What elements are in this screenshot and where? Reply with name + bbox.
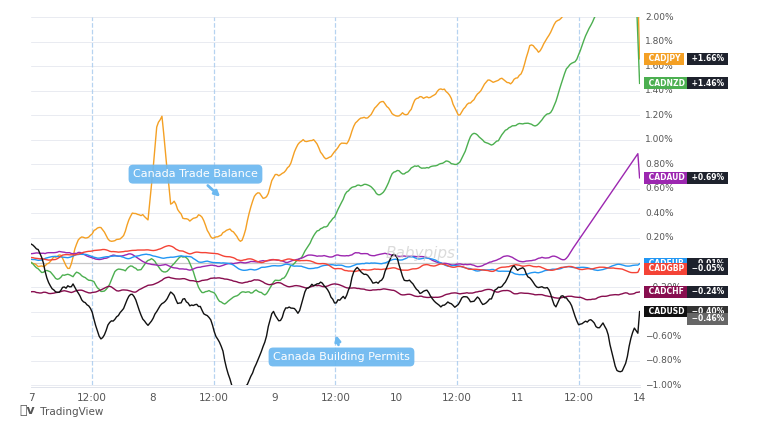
Text: 0.20%: 0.20% [645, 233, 674, 243]
Text: +1.66%: +1.66% [689, 54, 726, 63]
Text: −0.20%: −0.20% [645, 282, 681, 291]
Text: CADGBP: CADGBP [646, 264, 686, 273]
Text: TradingView: TradingView [37, 407, 104, 417]
Text: Canada Building Permits: Canada Building Permits [273, 338, 410, 362]
Text: 2.00%: 2.00% [645, 12, 674, 22]
Text: CADJPY: CADJPY [646, 54, 683, 63]
Text: 1.80%: 1.80% [645, 37, 674, 46]
Text: 1.20%: 1.20% [645, 111, 674, 120]
Text: Babypips: Babypips [385, 247, 456, 262]
Text: 1.00%: 1.00% [645, 135, 674, 144]
Text: CADUSD: CADUSD [646, 307, 687, 316]
Text: +1.46%: +1.46% [689, 79, 726, 88]
Text: −0.24%: −0.24% [689, 288, 727, 297]
Text: −0.40%: −0.40% [689, 307, 727, 316]
Text: 0.40%: 0.40% [645, 209, 674, 218]
Text: +0.69%: +0.69% [689, 173, 726, 182]
Text: CADAUD: CADAUD [646, 173, 687, 182]
Text: CADEUR: CADEUR [646, 259, 686, 268]
Text: 𝗍𝘃: 𝗍𝘃 [20, 404, 35, 417]
Text: 1.40%: 1.40% [645, 86, 674, 95]
Text: −0.40%: −0.40% [645, 307, 681, 316]
Text: −0.80%: −0.80% [645, 356, 681, 365]
Text: −1.00%: −1.00% [645, 380, 681, 390]
Text: 0.00%: 0.00% [645, 258, 674, 267]
Text: CADNZD: CADNZD [646, 79, 687, 88]
Text: −0.60%: −0.60% [645, 332, 681, 341]
Text: 0.60%: 0.60% [645, 184, 674, 193]
Text: Canada Trade Balance: Canada Trade Balance [133, 169, 258, 195]
Text: −0.01%: −0.01% [689, 259, 727, 268]
Text: −0.05%: −0.05% [689, 264, 726, 273]
Text: 0.80%: 0.80% [645, 160, 674, 169]
Text: −0.46%: −0.46% [689, 315, 727, 324]
Text: CADCHF: CADCHF [646, 288, 686, 297]
Text: 1.60%: 1.60% [645, 62, 674, 71]
